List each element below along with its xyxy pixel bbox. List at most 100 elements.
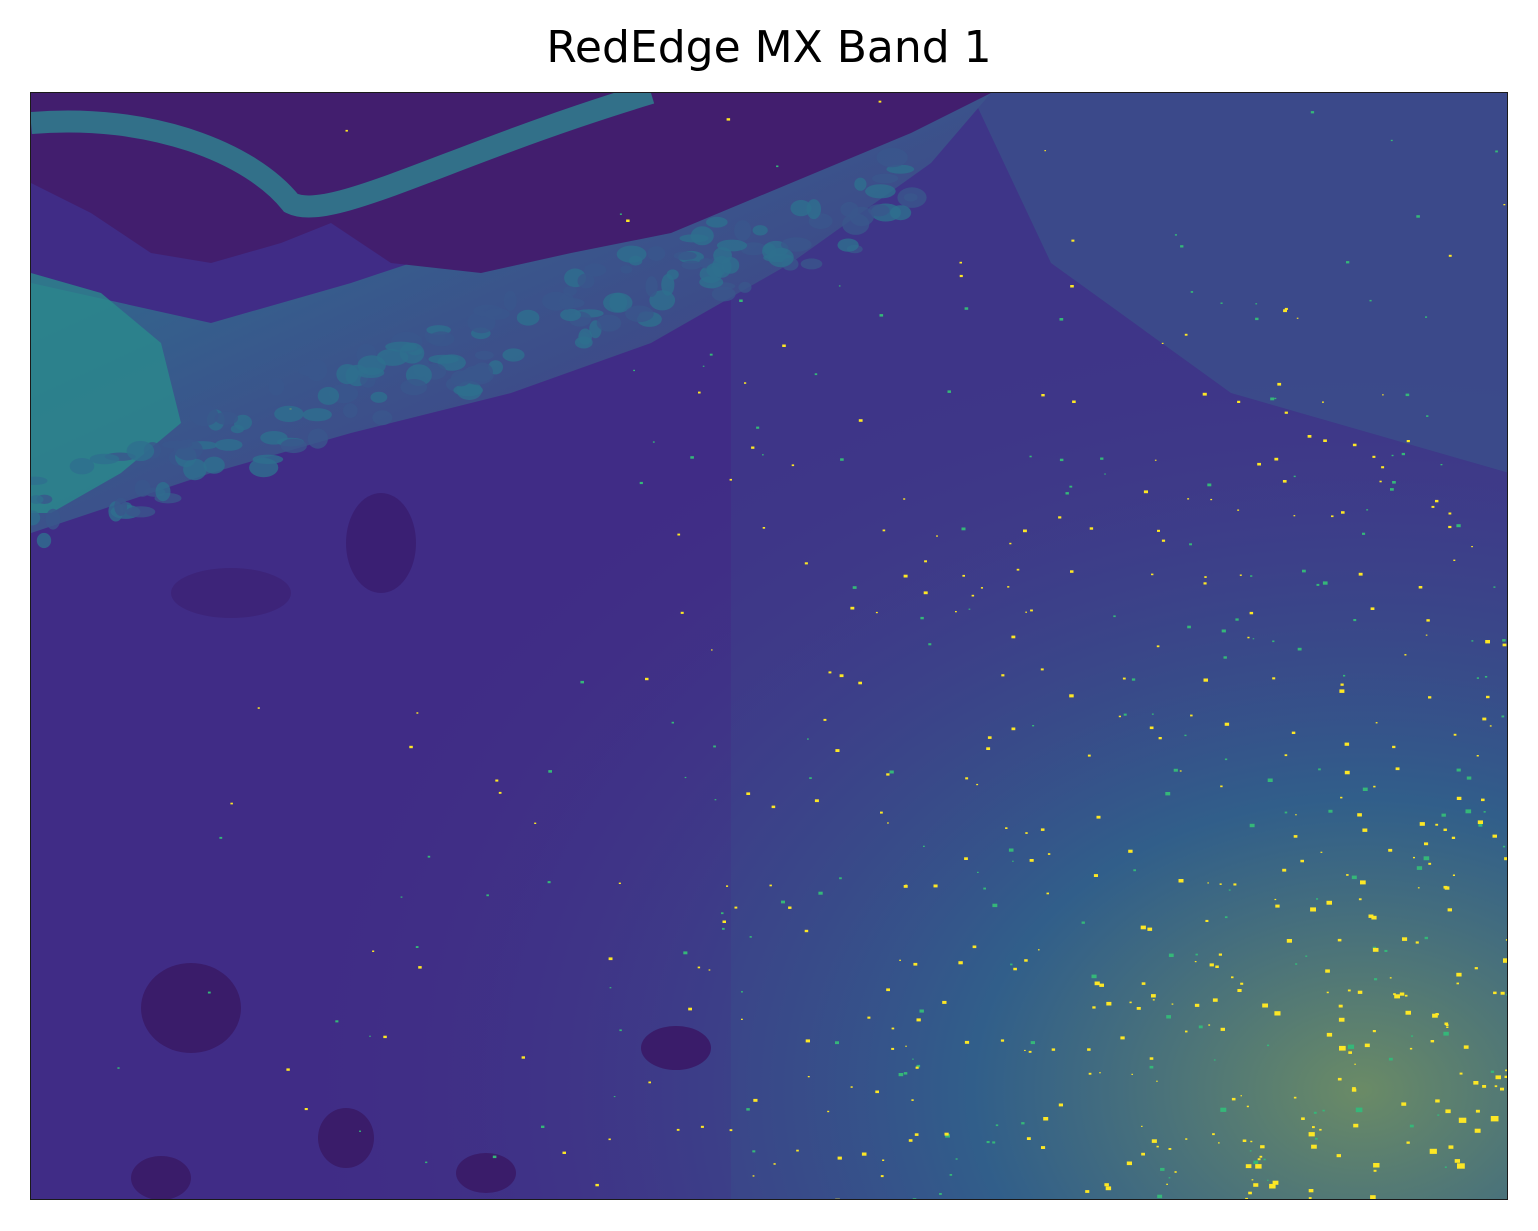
glint <box>1341 511 1345 514</box>
glint <box>1426 415 1429 417</box>
glint <box>1246 1105 1249 1108</box>
glint <box>1151 1139 1157 1143</box>
rock <box>868 204 890 217</box>
glint <box>671 721 674 724</box>
glint <box>1484 676 1488 678</box>
glint <box>1370 607 1375 610</box>
glint <box>1415 941 1419 944</box>
glint <box>1373 1169 1377 1172</box>
glint <box>1504 1075 1507 1078</box>
glint <box>1347 989 1351 992</box>
rock <box>214 411 239 425</box>
glint <box>1240 1095 1242 1097</box>
glint <box>912 1198 917 1199</box>
glint <box>697 966 701 969</box>
glint <box>1326 1032 1333 1037</box>
glint <box>1141 982 1146 985</box>
rock <box>302 408 332 422</box>
glint <box>1212 998 1218 1002</box>
glint <box>1128 849 1133 853</box>
glint <box>1030 609 1033 612</box>
glint <box>1151 713 1154 715</box>
glint <box>1325 969 1330 973</box>
glint <box>1184 734 1187 737</box>
glint <box>773 1163 776 1165</box>
glint <box>1301 1117 1305 1120</box>
rock <box>385 341 418 352</box>
glint <box>1465 809 1472 814</box>
glint <box>1187 498 1190 500</box>
glint <box>1445 1109 1451 1114</box>
glint <box>1286 939 1292 943</box>
rock <box>806 199 822 220</box>
glint <box>1505 1069 1507 1072</box>
glint <box>1284 754 1288 757</box>
rock <box>453 384 484 397</box>
glint <box>835 749 840 752</box>
glint <box>1274 898 1277 901</box>
glint <box>1089 527 1094 530</box>
rock <box>260 431 288 445</box>
figure-title: RedEdge MX Band 1 <box>546 22 992 73</box>
glint <box>1096 815 1101 819</box>
glint <box>1024 959 1028 962</box>
glint <box>1168 953 1174 957</box>
glint <box>1099 983 1104 987</box>
glint <box>1141 1152 1145 1156</box>
glint <box>837 1156 842 1160</box>
rock <box>357 355 386 376</box>
glint <box>1372 455 1376 458</box>
glint <box>1358 898 1362 901</box>
rock <box>800 258 823 270</box>
glint <box>1318 768 1321 771</box>
glint <box>1247 636 1250 639</box>
glint <box>1161 539 1166 542</box>
glint <box>1443 1031 1449 1036</box>
glint <box>729 478 732 481</box>
glint <box>1093 874 1098 877</box>
glint <box>1021 1122 1025 1125</box>
glint <box>1058 516 1062 519</box>
glint <box>219 836 223 839</box>
glint <box>257 707 260 709</box>
rock <box>125 506 156 518</box>
glint <box>498 791 502 794</box>
rock <box>484 308 510 320</box>
glint <box>1370 1195 1376 1199</box>
glint <box>1133 869 1136 872</box>
glint <box>807 1076 810 1078</box>
glint <box>345 129 348 132</box>
glint <box>1149 726 1154 730</box>
glint <box>879 314 884 317</box>
glint <box>1444 1022 1449 1025</box>
glint <box>1453 559 1456 561</box>
glint <box>1277 382 1282 386</box>
glint <box>1311 1144 1317 1149</box>
rock <box>69 458 95 475</box>
glint <box>1209 963 1214 967</box>
glint <box>580 680 584 684</box>
glint <box>1218 1142 1220 1144</box>
glint <box>1323 439 1327 442</box>
glint <box>1456 524 1461 528</box>
glint <box>608 1138 611 1141</box>
glint <box>771 805 776 809</box>
glint <box>1319 1128 1322 1131</box>
glint <box>1274 457 1279 461</box>
glint <box>1409 1124 1414 1128</box>
glint <box>1339 1045 1346 1051</box>
glint <box>690 456 694 459</box>
glint <box>1154 459 1157 461</box>
glint <box>1059 318 1064 321</box>
glint <box>1338 1017 1345 1022</box>
glint <box>1393 993 1396 996</box>
rock <box>876 147 908 168</box>
glint <box>1070 285 1074 288</box>
glint <box>230 802 233 805</box>
rock <box>734 220 752 241</box>
glint <box>752 1150 756 1153</box>
glint <box>416 712 419 714</box>
band-image <box>31 93 1507 1199</box>
glint <box>1503 958 1507 963</box>
glint <box>1375 722 1378 724</box>
